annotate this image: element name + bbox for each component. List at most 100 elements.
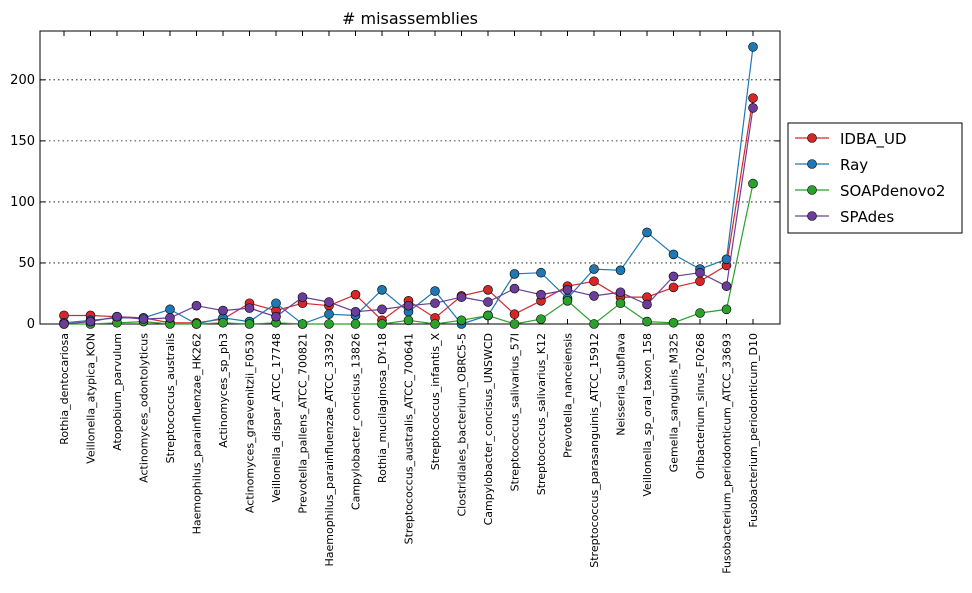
data-point — [244, 319, 255, 329]
x-tick-label: Streptococcus_salivarius_K12 — [535, 333, 548, 495]
data-point — [456, 315, 467, 326]
data-point — [721, 304, 732, 315]
x-tick-label: Clostridiales_bacterium_OBRC5-5 — [456, 333, 469, 517]
data-point — [271, 311, 281, 322]
x-tick-label: Atopobium_parvulum — [111, 333, 124, 451]
series-line — [63, 46, 754, 325]
data-point — [536, 289, 546, 300]
y-tick-label: 0 — [27, 317, 35, 332]
series-SPAdes — [59, 103, 758, 329]
data-point — [377, 319, 387, 329]
x-tick-label: Prevotella_pallens_ATCC_700821 — [297, 333, 310, 514]
data-point — [324, 319, 334, 329]
data-point — [589, 291, 599, 301]
legend-marker — [807, 159, 817, 169]
x-tick-label: Fusobacterium_periodonticum_D10 — [747, 333, 760, 528]
data-point — [165, 313, 175, 323]
data-point — [218, 305, 228, 316]
data-point — [509, 283, 520, 294]
data-point — [218, 317, 228, 328]
data-point — [324, 297, 334, 307]
x-tick-label: Fusobacterium_periodonticum_ATCC_33693 — [721, 333, 734, 574]
x-tick-label: Streptococcus_salivarius_57I — [509, 333, 522, 491]
data-point — [642, 316, 652, 327]
legend-label: SOAPdenovo2 — [840, 182, 945, 200]
axes: 0 50 100 150 200 Rothia_dentocariosa Veillonel… — [10, 30, 781, 574]
data-point — [748, 42, 758, 52]
legend-label: SPAdes — [840, 208, 894, 226]
y-tick-label: 150 — [10, 134, 35, 149]
y-tick-label: 200 — [10, 73, 35, 88]
data-point — [589, 319, 599, 329]
series-line — [63, 107, 754, 325]
legend-label: IDBA_UD — [840, 130, 907, 149]
x-tick-label: Streptococcus_infantis_X — [429, 333, 442, 471]
data-point — [536, 267, 546, 278]
data-point — [668, 271, 679, 282]
data-point — [430, 298, 440, 309]
data-point — [165, 304, 175, 315]
data-point — [350, 306, 361, 317]
x-tick-label: Streptococcus_australis_ATCC_700641 — [403, 333, 416, 544]
data-point — [509, 269, 520, 279]
data-point — [721, 281, 732, 291]
data-point — [456, 292, 467, 302]
data-point — [536, 314, 546, 324]
data-point — [350, 319, 361, 329]
data-point — [112, 311, 122, 322]
data-point — [509, 319, 520, 329]
data-point — [191, 319, 202, 329]
data-point — [668, 249, 679, 260]
data-point — [244, 303, 255, 313]
data-point — [271, 298, 281, 309]
x-tick-label: Rothia_mucilaginosa_DY-18 — [376, 333, 389, 483]
legend-marker — [807, 133, 817, 143]
x-tick-label: Neisseria_subflava — [615, 333, 628, 436]
data-point — [642, 299, 652, 310]
data-point — [562, 296, 573, 306]
x-tick-label: Rothia_dentocariosa — [58, 333, 71, 445]
series-Ray — [59, 42, 758, 329]
legend-item: SOAPdenovo2 — [795, 182, 945, 200]
data-point — [297, 292, 308, 302]
x-tick-label: Prevotella_nanceiensis — [562, 333, 575, 458]
legend-box — [787, 122, 963, 234]
data-point — [297, 319, 308, 329]
x-tick-label: Campylobacter_concisus_13826 — [350, 333, 363, 510]
x-tick-label: Veillonella_dispar_ATCC_17748 — [270, 333, 283, 503]
legend-item: SPAdes — [795, 208, 894, 226]
data-point — [589, 276, 599, 287]
legend-item: IDBA_UD — [795, 130, 907, 149]
data-point — [483, 285, 493, 295]
data-point — [350, 289, 361, 300]
data-point — [748, 93, 758, 103]
legend-item: Ray — [795, 156, 868, 174]
x-tick-label: Haemophilus_parainfluenzae_HK262 — [191, 333, 204, 534]
data-point — [695, 267, 705, 278]
x-tick-label: Streptococcus_australis — [164, 333, 177, 464]
data-point — [748, 178, 758, 189]
data-point — [324, 309, 334, 320]
x-tick-label: Haemophilus_parainfluenzae_ATCC_33392 — [323, 333, 336, 567]
data-point — [377, 304, 387, 315]
legend-marker — [807, 185, 817, 195]
legend-label: Ray — [840, 156, 868, 174]
grid — [40, 79, 780, 264]
data-point — [668, 317, 679, 328]
data-point — [562, 285, 573, 295]
data-point — [695, 308, 705, 318]
data-point — [403, 300, 414, 311]
x-tick-label: Actinomyces_odontolyticus — [138, 333, 151, 483]
x-tick-label: Streptococcus_parasanguinis_ATCC_15912 — [588, 333, 601, 568]
x-tick-label: Actinomyces_graevenitzii_F0530 — [244, 333, 257, 513]
data-point — [483, 310, 493, 321]
data-point — [695, 276, 705, 287]
data-point — [403, 315, 414, 326]
x-tick-label: Veillonella_atypica_KON — [85, 333, 98, 464]
series-layer — [59, 42, 758, 329]
legend: IDBA_UD Ray SOAPdenovo2 SPAdes — [787, 122, 963, 234]
data-point — [377, 285, 387, 295]
x-tick-label: Actinomyces_sp_ph3 — [217, 333, 230, 448]
data-point — [615, 287, 626, 298]
